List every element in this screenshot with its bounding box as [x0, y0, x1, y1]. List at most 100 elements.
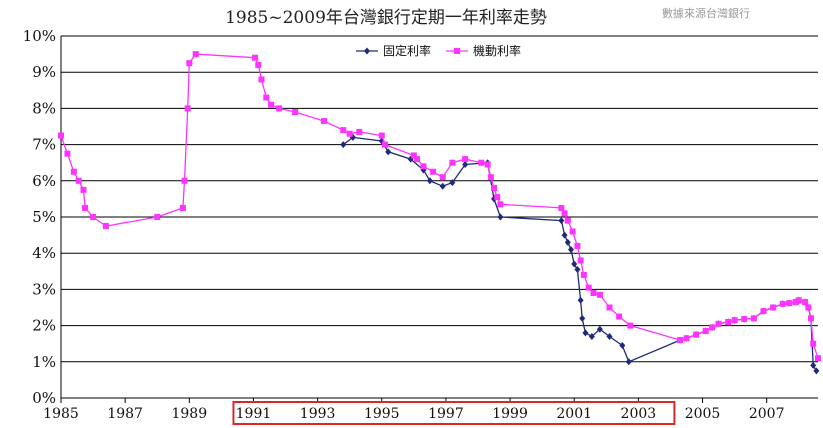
y-tick-label: 7% [32, 136, 56, 154]
data-point [340, 127, 347, 134]
chart-title: 1985~2009年台灣銀行定期一年利率走勢 [225, 8, 547, 28]
data-point [258, 76, 265, 83]
data-point [356, 128, 363, 135]
data-point [410, 152, 417, 159]
data-point [321, 118, 328, 125]
y-tick-label: 6% [32, 172, 56, 190]
data-point [462, 156, 469, 163]
data-point [426, 177, 433, 185]
data-point [590, 290, 597, 297]
data-point [102, 223, 109, 230]
data-point [340, 141, 347, 149]
y-tick-label: 9% [32, 63, 56, 81]
data-point [564, 238, 571, 246]
data-point [385, 148, 392, 156]
data-point [683, 335, 690, 342]
data-point [619, 342, 626, 350]
data-point [577, 296, 584, 304]
data-point [580, 271, 587, 278]
data-point [462, 161, 469, 169]
data-point [478, 159, 485, 166]
data-point [449, 179, 456, 187]
x-tick-label: 2001 [556, 406, 592, 422]
data-point [292, 109, 299, 116]
data-point [770, 304, 777, 311]
data-point [702, 328, 709, 335]
data-point [596, 325, 603, 333]
data-point [577, 257, 584, 264]
data-point [810, 340, 817, 347]
data-point [181, 177, 188, 184]
data-point [709, 324, 716, 331]
data-point [561, 231, 568, 239]
x-tick-label: 1987 [107, 406, 143, 422]
y-tick-label: 5% [32, 208, 56, 226]
data-point [715, 320, 722, 327]
data-point [491, 185, 498, 192]
data-point [805, 304, 812, 311]
data-point [564, 217, 571, 224]
data-point [558, 217, 565, 225]
data-point [494, 194, 501, 201]
x-tick-label: 1999 [492, 406, 528, 422]
data-point [561, 210, 568, 217]
y-tick-label: 1% [32, 353, 56, 371]
data-point [760, 308, 767, 315]
data-point [497, 213, 504, 221]
data-point [381, 141, 388, 148]
data-point [487, 174, 494, 181]
data-point [813, 367, 820, 375]
data-point [815, 355, 821, 362]
data-point [677, 337, 684, 344]
data-point [75, 177, 82, 184]
legend-label: 固定利率 [383, 43, 431, 58]
data-point [252, 54, 259, 61]
data-point [82, 204, 89, 211]
x-tick-label: 1985 [43, 406, 79, 422]
data-point [731, 317, 738, 324]
y-tick-label: 10% [23, 27, 56, 45]
data-point [420, 163, 427, 170]
data-point [90, 214, 97, 220]
data-point [741, 316, 748, 323]
data-point [606, 332, 613, 340]
x-tick-label: 2005 [685, 406, 721, 422]
data-point [750, 315, 757, 322]
data-point [786, 300, 793, 307]
data-point [154, 214, 161, 220]
data-point [579, 314, 586, 322]
data-point [439, 182, 446, 190]
data-point [179, 204, 186, 211]
data-point [693, 331, 700, 338]
data-point [64, 150, 71, 157]
highlight-box [232, 401, 676, 425]
y-tick-label: 0% [32, 389, 56, 407]
y-tick-label: 3% [32, 280, 56, 298]
data-point [184, 105, 191, 112]
data-point [414, 156, 421, 163]
data-point [795, 297, 802, 304]
data-point [792, 299, 799, 306]
data-point [255, 61, 262, 68]
data-point [807, 315, 814, 322]
data-point [571, 260, 578, 268]
data-point [439, 174, 446, 181]
data-point [430, 168, 437, 175]
legend-swatch-marker [364, 47, 370, 55]
x-tick-label: 1989 [171, 406, 207, 422]
plot-area: 0% 1% 2% 3% 4% 5% 6% 7% 8% 9% 10% 1985 1987 1989 1991 1… [23, 27, 821, 425]
data-point [625, 358, 632, 366]
data-point [596, 291, 603, 298]
data-point [558, 204, 565, 211]
data-point [263, 94, 270, 101]
data-point [574, 265, 581, 273]
data-point [80, 186, 87, 193]
y-tick-label: 8% [32, 99, 56, 117]
data-point [802, 299, 809, 306]
x-tick-label: 1991 [236, 406, 272, 422]
data-point [588, 332, 595, 340]
y-tick-label: 2% [32, 317, 56, 335]
data-point [585, 284, 592, 291]
data-point [497, 201, 504, 208]
